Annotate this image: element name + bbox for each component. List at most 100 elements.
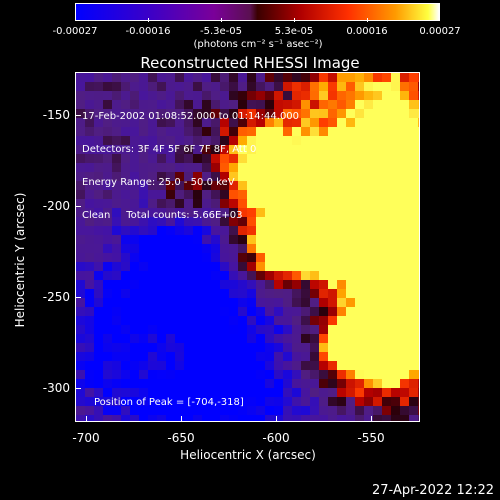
heatmap-cell bbox=[238, 100, 247, 109]
heatmap-cell bbox=[193, 82, 202, 91]
heatmap-cell bbox=[238, 235, 247, 244]
heatmap-cell bbox=[283, 109, 292, 118]
heatmap-cell bbox=[211, 397, 220, 406]
heatmap-cell bbox=[337, 307, 346, 316]
heatmap-cell bbox=[391, 334, 400, 343]
x-tick-label: -700 bbox=[72, 431, 100, 445]
heatmap-cell bbox=[166, 208, 175, 217]
heatmap-cell bbox=[355, 109, 364, 118]
heatmap-cell bbox=[256, 208, 265, 217]
heatmap-cell bbox=[418, 289, 419, 298]
heatmap-cell bbox=[202, 226, 211, 235]
heatmap-cell bbox=[283, 244, 292, 253]
heatmap-cell bbox=[274, 109, 283, 118]
heatmap-cell bbox=[364, 361, 373, 370]
heatmap-cell bbox=[202, 118, 211, 127]
heatmap-cell bbox=[220, 352, 229, 361]
heatmap-cell bbox=[193, 244, 202, 253]
x-axis-label: Heliocentric X (arcsec) bbox=[180, 448, 316, 462]
heatmap-cell bbox=[382, 73, 391, 82]
heatmap-cell bbox=[319, 136, 328, 145]
heatmap-cell bbox=[193, 109, 202, 118]
heatmap-cell bbox=[193, 235, 202, 244]
heatmap-cell bbox=[310, 280, 319, 289]
heatmap-cell bbox=[76, 190, 85, 199]
heatmap-cell bbox=[346, 361, 355, 370]
heatmap-cell bbox=[229, 316, 238, 325]
heatmap-cell bbox=[220, 406, 229, 415]
heatmap-cell bbox=[85, 379, 94, 388]
heatmap-cell bbox=[283, 235, 292, 244]
heatmap-cell bbox=[247, 244, 256, 253]
heatmap-cell bbox=[382, 361, 391, 370]
heatmap-cell bbox=[76, 226, 85, 235]
heatmap-cell bbox=[328, 208, 337, 217]
heatmap-cell bbox=[184, 280, 193, 289]
heatmap-cell bbox=[139, 145, 148, 154]
heatmap-cell bbox=[112, 73, 121, 82]
heatmap-cell bbox=[292, 307, 301, 316]
heatmap-cell bbox=[202, 316, 211, 325]
heatmap-cell bbox=[94, 208, 103, 217]
heatmap-cell bbox=[157, 379, 166, 388]
heatmap-cell bbox=[238, 379, 247, 388]
heatmap-cell bbox=[247, 316, 256, 325]
heatmap-cell bbox=[319, 415, 328, 421]
heatmap-cell bbox=[247, 415, 256, 421]
heatmap-cell bbox=[238, 289, 247, 298]
heatmap-cell bbox=[148, 226, 157, 235]
heatmap-cell bbox=[301, 181, 310, 190]
heatmap-cell bbox=[166, 172, 175, 181]
heatmap-cell bbox=[310, 73, 319, 82]
heatmap-cell bbox=[229, 298, 238, 307]
heatmap-cell bbox=[274, 244, 283, 253]
heatmap-cell bbox=[328, 361, 337, 370]
heatmap-cell bbox=[229, 73, 238, 82]
heatmap-cell bbox=[166, 262, 175, 271]
heatmap-cell bbox=[400, 73, 409, 82]
heatmap-cell bbox=[103, 91, 112, 100]
heatmap-cell bbox=[229, 262, 238, 271]
heatmap-cell bbox=[382, 397, 391, 406]
heatmap-cell bbox=[103, 271, 112, 280]
heatmap-cell bbox=[94, 343, 103, 352]
heatmap-cell bbox=[292, 190, 301, 199]
heatmap-cell bbox=[148, 253, 157, 262]
heatmap-cell bbox=[382, 379, 391, 388]
heatmap-cell bbox=[265, 280, 274, 289]
heatmap-cell bbox=[292, 145, 301, 154]
heatmap-cell bbox=[337, 334, 346, 343]
heatmap-cell bbox=[139, 289, 148, 298]
heatmap-cell bbox=[310, 91, 319, 100]
heatmap-cell bbox=[274, 136, 283, 145]
heatmap-cell bbox=[193, 325, 202, 334]
heatmap-cell bbox=[211, 217, 220, 226]
heatmap-cell bbox=[319, 208, 328, 217]
colorbar-tick: 0.00016 bbox=[346, 26, 388, 37]
heatmap-cell bbox=[400, 100, 409, 109]
heatmap-cell bbox=[175, 199, 184, 208]
heatmap-cell bbox=[337, 370, 346, 379]
heatmap-cell bbox=[355, 154, 364, 163]
heatmap-cell bbox=[418, 91, 419, 100]
heatmap-cell bbox=[148, 289, 157, 298]
heatmap-cell bbox=[418, 397, 419, 406]
heatmap-cell bbox=[130, 154, 139, 163]
heatmap-cell bbox=[202, 370, 211, 379]
info-counts: Clean Total counts: 5.66E+03 bbox=[82, 210, 243, 221]
heatmap-cell bbox=[94, 280, 103, 289]
heatmap-cell bbox=[310, 325, 319, 334]
heatmap-cell bbox=[391, 73, 400, 82]
heatmap-cell bbox=[175, 406, 184, 415]
heatmap-cell bbox=[337, 127, 346, 136]
heatmap-cell bbox=[193, 199, 202, 208]
heatmap-cell bbox=[364, 289, 373, 298]
heatmap-cell bbox=[130, 244, 139, 253]
heatmap-cell bbox=[85, 352, 94, 361]
heatmap-cell bbox=[211, 127, 220, 136]
heatmap-cell bbox=[292, 163, 301, 172]
heatmap-cell bbox=[319, 307, 328, 316]
heatmap-cell bbox=[409, 289, 418, 298]
heatmap-cell bbox=[157, 208, 166, 217]
heatmap-cell bbox=[202, 253, 211, 262]
